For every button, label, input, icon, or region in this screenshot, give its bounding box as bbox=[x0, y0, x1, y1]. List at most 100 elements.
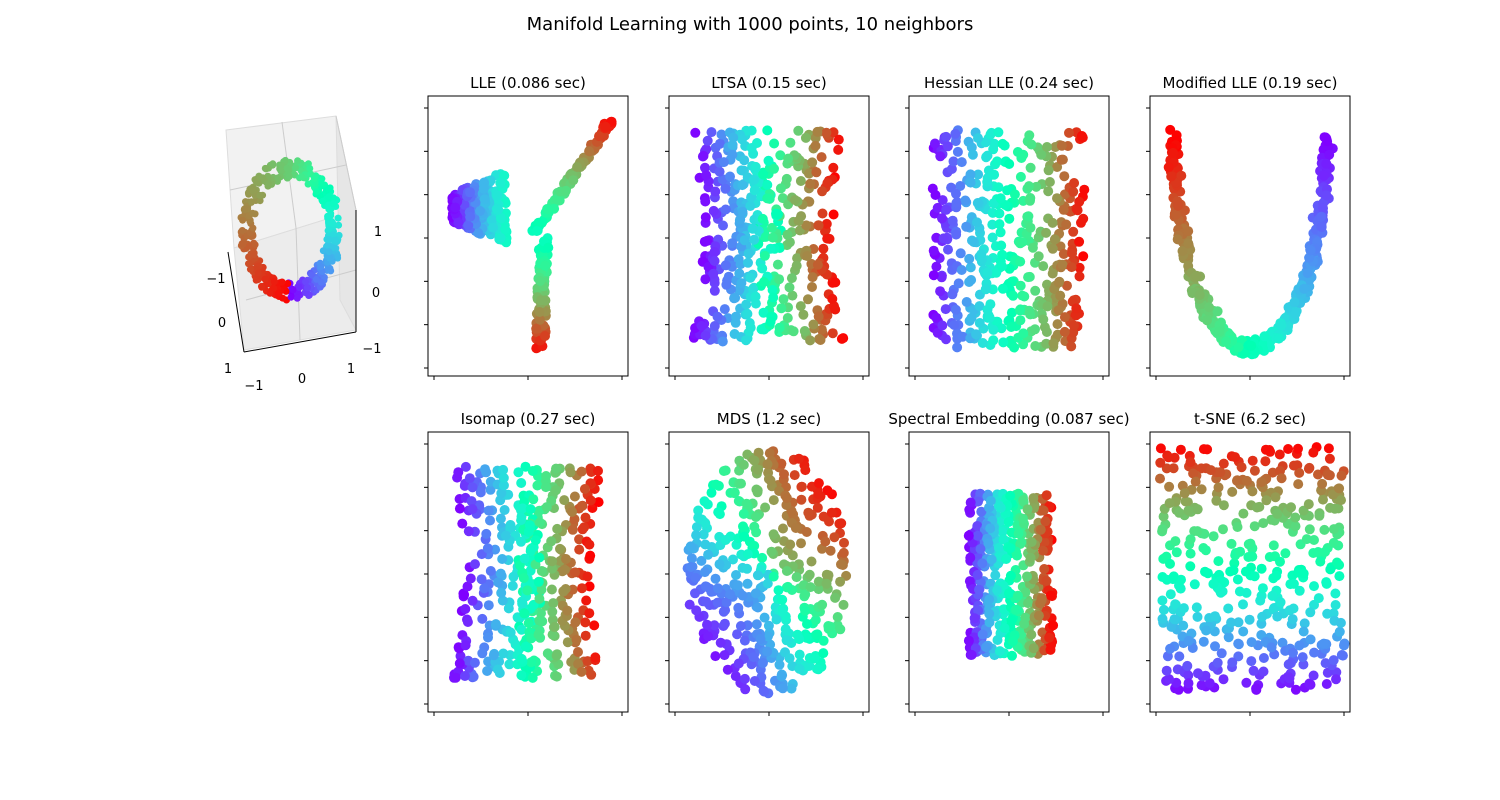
scatter-point bbox=[294, 157, 302, 165]
scatter-point bbox=[1211, 495, 1222, 506]
scatter-point bbox=[1052, 162, 1063, 172]
scatter-point bbox=[762, 125, 773, 136]
scatter-point bbox=[1183, 670, 1194, 681]
scatter-point bbox=[270, 278, 278, 286]
scatter-point bbox=[759, 612, 770, 623]
scatter-point bbox=[249, 209, 257, 217]
scatter-point bbox=[574, 534, 585, 545]
scatter-point bbox=[786, 273, 797, 284]
scatter-point bbox=[972, 198, 983, 208]
scatter-point bbox=[813, 489, 824, 499]
scatter-point bbox=[498, 472, 509, 483]
scatter-point bbox=[746, 143, 757, 153]
scatter-point bbox=[757, 263, 768, 274]
scatter-point bbox=[966, 312, 977, 323]
scatter-point bbox=[558, 586, 569, 597]
scatter-point bbox=[541, 471, 552, 481]
scatter-point bbox=[1002, 185, 1013, 196]
scatter-point bbox=[1056, 154, 1067, 165]
scatter-point bbox=[537, 616, 548, 627]
scatter-point bbox=[781, 635, 792, 646]
scatter-point bbox=[1175, 444, 1186, 455]
scatter-point bbox=[1336, 470, 1347, 481]
scatter-point bbox=[293, 294, 301, 302]
scatter-point bbox=[536, 584, 547, 595]
scatter-point bbox=[1247, 455, 1258, 466]
scatter-point bbox=[1324, 149, 1335, 160]
scatter-point bbox=[1290, 684, 1301, 695]
scatter-point bbox=[519, 608, 530, 619]
scatter-point bbox=[931, 261, 942, 272]
scatter-point bbox=[765, 316, 776, 327]
scatter-point bbox=[1170, 599, 1181, 610]
scatter-point bbox=[764, 448, 775, 459]
scatter-point bbox=[1003, 517, 1014, 527]
scatter-point bbox=[953, 278, 964, 289]
scatter-point bbox=[772, 259, 783, 270]
scatter-point bbox=[781, 173, 792, 184]
scatter-point bbox=[1185, 561, 1196, 572]
scatter-point bbox=[972, 521, 983, 531]
scatter-point bbox=[284, 280, 292, 287]
scatter-point bbox=[258, 283, 266, 291]
scatter-point bbox=[955, 248, 966, 259]
scatter-point bbox=[1302, 268, 1313, 279]
scatter-point bbox=[499, 505, 510, 515]
subplot-7: Spectral Embedding (0.087 sec) bbox=[888, 410, 1130, 716]
scatter-point bbox=[1226, 617, 1237, 628]
scatter-point bbox=[1155, 473, 1165, 484]
scatter-point bbox=[716, 129, 727, 140]
scatter-point bbox=[805, 582, 816, 593]
scatter-point bbox=[1247, 551, 1258, 562]
scatter-point bbox=[1183, 226, 1194, 237]
scatter-point bbox=[1164, 674, 1175, 685]
scatter-point bbox=[767, 285, 778, 295]
scatter-point bbox=[735, 214, 746, 225]
scatter-point bbox=[738, 459, 749, 470]
scatter-point bbox=[777, 683, 788, 694]
scatter-point bbox=[950, 304, 961, 315]
scatter-point bbox=[1025, 309, 1036, 320]
scatter-point bbox=[739, 235, 750, 246]
scatter-point bbox=[816, 152, 827, 163]
scatter-point bbox=[308, 271, 316, 279]
scatter-point bbox=[779, 469, 789, 480]
scatter-point bbox=[955, 181, 966, 191]
scatter-point bbox=[966, 649, 977, 660]
scatter-point bbox=[987, 232, 998, 243]
scatter-point bbox=[1038, 545, 1048, 556]
subplot-ticks bbox=[905, 107, 1104, 380]
scatter-point bbox=[685, 562, 696, 572]
scatter-point bbox=[1174, 651, 1185, 662]
scatter-point bbox=[960, 195, 971, 206]
scatter-point bbox=[1030, 285, 1041, 296]
scatter-point bbox=[702, 235, 712, 246]
scatter-point bbox=[940, 304, 951, 315]
scatter-point bbox=[453, 217, 464, 228]
scatter-point bbox=[757, 658, 768, 668]
scatter-point bbox=[278, 166, 286, 174]
subplot-7-points bbox=[963, 488, 1059, 661]
scatter-point bbox=[1315, 556, 1326, 567]
scatter-point bbox=[1198, 444, 1209, 455]
scatter-point bbox=[479, 583, 490, 594]
scatter-point bbox=[1174, 507, 1185, 518]
scatter-point bbox=[562, 637, 573, 648]
scatter-point bbox=[459, 589, 470, 600]
scatter-point bbox=[948, 156, 959, 167]
scatter-point bbox=[708, 268, 719, 279]
scatter-point bbox=[239, 216, 247, 224]
scatter-point bbox=[743, 248, 754, 259]
scatter-point bbox=[759, 250, 770, 261]
scatter-point bbox=[585, 495, 596, 506]
scatter-point bbox=[758, 169, 769, 180]
scatter-point bbox=[475, 206, 485, 216]
scatter-point bbox=[1064, 127, 1074, 138]
scatter-point bbox=[1305, 607, 1316, 618]
scatter-point bbox=[1322, 667, 1333, 678]
scatter-point bbox=[701, 581, 712, 592]
scatter-point bbox=[1289, 297, 1300, 308]
scatter-point bbox=[1079, 184, 1090, 195]
scatter-point bbox=[775, 183, 786, 194]
scatter-point bbox=[245, 242, 253, 250]
